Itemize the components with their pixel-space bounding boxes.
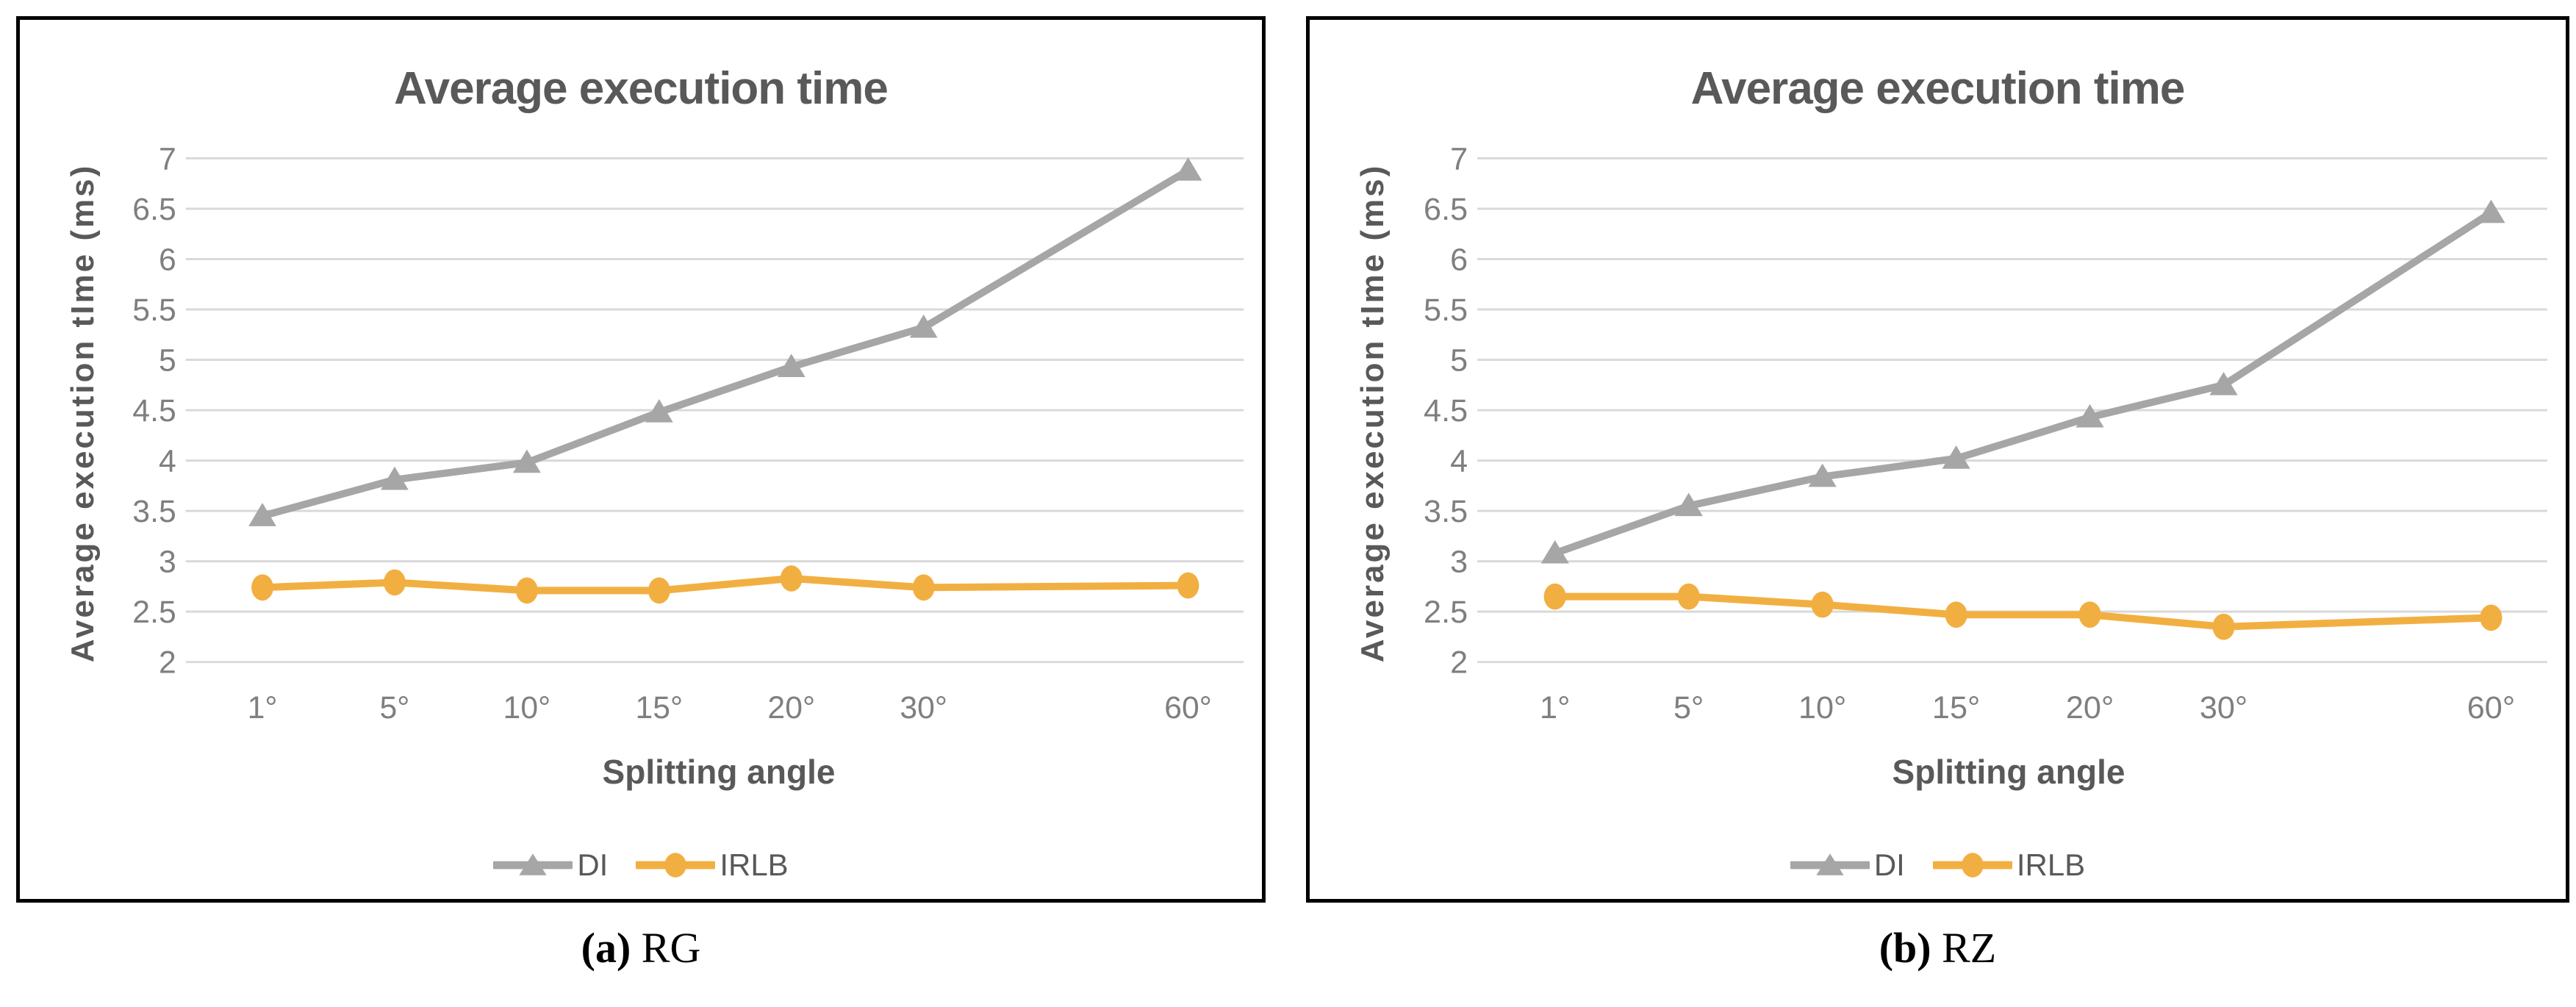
x-tick-label: 5° — [380, 690, 410, 725]
di-triangle-marker-icon — [2477, 199, 2505, 223]
y-tick-label: 2 — [159, 645, 176, 681]
chart-panel-rz-inner: Average execution time Average execution… — [1310, 20, 2566, 899]
legend: DI IRLB — [20, 847, 1262, 883]
irlb-circle-marker-icon — [1945, 601, 1967, 628]
irlb-circle-marker-icon — [515, 577, 538, 604]
y-tick-label: 2.5 — [132, 595, 176, 630]
legend-label-di: DI — [577, 847, 609, 882]
irlb-circle-marker-icon — [384, 569, 406, 596]
caption-rg: (a) RG — [16, 923, 1266, 972]
y-tick-label: 7 — [159, 141, 176, 176]
y-tick-label: 3 — [159, 545, 176, 580]
y-tick-label: 4.5 — [1424, 393, 1468, 429]
y-tick-label: 4 — [159, 444, 176, 479]
di-triangle-marker-icon — [1942, 445, 1970, 469]
di-triangle-marker-icon — [2209, 371, 2238, 395]
caption-text: RZ — [1942, 924, 1997, 972]
legend-label-irlb: IRLB — [2016, 847, 2086, 882]
di-triangle-marker-icon — [1808, 463, 1837, 487]
caption-text: RG — [641, 924, 701, 972]
irlb-circle-marker-icon — [251, 574, 273, 601]
legend-circle-swatch-icon — [1932, 853, 2012, 878]
y-tick-label: 3.5 — [1424, 494, 1468, 529]
caption-rz: (b) RZ — [1306, 923, 2569, 972]
x-tick-label: 20° — [2066, 690, 2114, 725]
legend-label-irlb: IRLB — [720, 847, 789, 882]
x-tick-label: 20° — [767, 690, 815, 725]
di-series-line — [1551, 209, 2495, 557]
y-tick-label: 6.5 — [1424, 192, 1468, 227]
y-tick-label: 6 — [1450, 243, 1468, 278]
di-triangle-marker-icon — [645, 398, 673, 423]
irlb-circle-marker-icon — [780, 565, 803, 592]
x-axis-title: Splitting angle — [1892, 753, 2125, 791]
x-tick-label: 60° — [2467, 690, 2515, 725]
y-tick-label: 6.5 — [132, 192, 176, 227]
plot-area: 7 6.5 6 5.5 5 4.5 4 3.5 3 2.5 2 1° 5° 10° 15° 20° 30° 60° — [132, 141, 1244, 725]
irlb-circle-marker-icon — [1677, 583, 1700, 610]
legend: DI IRLB — [1310, 847, 2566, 883]
x-tick-label: 15° — [636, 690, 684, 725]
di-triangle-marker-icon — [513, 449, 541, 473]
chart-panel-rg-inner: Average execution time Average execution… — [20, 20, 1262, 899]
x-tick-label: 10° — [1798, 690, 1846, 725]
di-triangle-marker-icon — [777, 354, 806, 378]
di-triangle-marker-icon — [248, 503, 276, 526]
di-triangle-marker-icon — [2075, 404, 2104, 428]
di-triangle-marker-icon — [1540, 540, 1569, 564]
x-axis-title: Splitting angle — [602, 753, 836, 791]
y-tick-label: 5 — [159, 343, 176, 378]
y-tick-label: 4 — [1450, 444, 1468, 479]
caption-label: (b) — [1879, 924, 1931, 972]
irlb-circle-marker-icon — [2480, 604, 2503, 631]
x-tick-label: 1° — [248, 690, 278, 725]
y-tick-label: 6 — [159, 242, 176, 277]
irlb-circle-marker-icon — [647, 577, 670, 604]
di-triangle-marker-icon — [1174, 157, 1202, 181]
legend-item-di: DI — [493, 847, 608, 883]
caption-label: (a) — [581, 924, 631, 972]
di-triangle-marker-icon — [1674, 492, 1703, 517]
irlb-circle-marker-icon — [1177, 572, 1199, 599]
legend-item-irlb: IRLB — [1932, 847, 2086, 883]
x-tick-label: 30° — [2200, 690, 2247, 725]
chart-panel-rz: Average execution time Average execution… — [1306, 16, 2569, 903]
y-tick-label: 2 — [1450, 645, 1468, 681]
x-tick-label: 60° — [1164, 690, 1212, 725]
legend-label-di: DI — [1873, 847, 1905, 882]
chart-title: Average execution time — [394, 63, 889, 114]
irlb-circle-marker-icon — [912, 574, 935, 601]
legend-triangle-swatch-icon — [1790, 853, 1870, 875]
irlb-circle-marker-icon — [1811, 591, 1834, 618]
y-tick-label: 5 — [1450, 343, 1468, 379]
irlb-circle-marker-icon — [2078, 601, 2101, 628]
x-tick-label: 10° — [503, 690, 551, 725]
di-series-line — [259, 166, 1192, 520]
chart-title: Average execution time — [1690, 63, 2186, 114]
legend-item-irlb: IRLB — [636, 847, 789, 883]
y-tick-label: 5.5 — [1424, 293, 1468, 328]
legend-item-di: DI — [1790, 847, 1905, 883]
irlb-circle-marker-icon — [2212, 613, 2235, 640]
y-tick-label: 4.5 — [132, 393, 176, 429]
x-tick-label: 1° — [1540, 690, 1570, 725]
y-tick-label: 3.5 — [132, 494, 176, 529]
legend-triangle-swatch-icon — [493, 853, 573, 875]
x-tick-label: 30° — [900, 690, 947, 725]
x-tick-label: 15° — [1932, 690, 1980, 725]
x-tick-label: 5° — [1673, 690, 1704, 725]
y-tick-label: 2.5 — [1424, 595, 1468, 630]
irlb-circle-marker-icon — [1543, 583, 1566, 610]
di-triangle-marker-icon — [381, 466, 409, 490]
y-tick-label: 7 — [1450, 142, 1468, 177]
chart-panel-rg: Average execution time Average execution… — [16, 16, 1266, 903]
plot-area: 7 6.5 6 5.5 5 4.5 4 3.5 3 2.5 2 1° 5° 10° 15° 20° 30° 60° — [1424, 142, 2547, 725]
legend-circle-swatch-icon — [636, 853, 716, 878]
y-tick-label: 5.5 — [132, 293, 176, 328]
y-tick-label: 3 — [1450, 545, 1468, 580]
di-triangle-marker-icon — [909, 314, 938, 338]
